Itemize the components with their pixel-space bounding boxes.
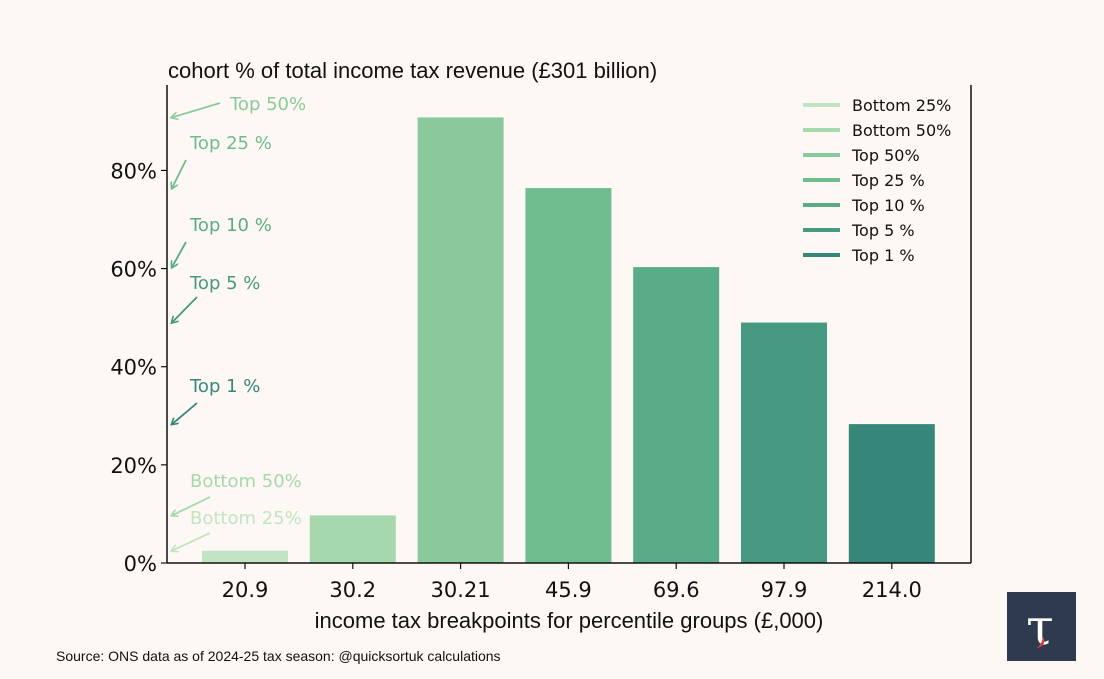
legend-label: Bottom 50% [852,121,951,140]
y-tick-label: 80% [110,159,157,183]
bar-30.2 [309,515,396,563]
bar-97.9 [741,322,827,563]
bar-45.9 [525,188,612,563]
legend-label: Bottom 25% [852,96,951,115]
y-tick-label: 0% [124,552,157,576]
bar-214.0 [848,424,935,563]
x-tick-label: 45.9 [545,578,592,602]
legend-label: Top 25 % [851,171,925,190]
legend-label: Top 50% [851,146,920,165]
bar-69.6 [633,267,720,563]
bar-20.9 [202,550,288,563]
annotation-arrow [172,241,187,267]
y-tick-label: 20% [110,454,157,478]
svg-text:τ: τ [1026,598,1054,656]
x-tick-label: 69.6 [653,578,700,602]
annotation-arrow [172,159,187,188]
annotation-arrow [172,496,211,515]
y-tick-label: 40% [110,356,157,380]
x-axis-label: income tax breakpoints for percentile gr… [315,608,824,633]
annotation-label: Top 25 % [189,133,272,154]
annotation-arrow [172,402,198,424]
annotation-label: Top 1 % [189,376,260,397]
annotation-arrow [172,102,221,117]
annotation-arrow [172,296,198,323]
income-tax-chart: cohort % of total income tax revenue (£3… [110,58,972,633]
x-tick-label: 97.9 [761,578,808,602]
x-tick-label: 30.2 [329,578,376,602]
annotation-label: Bottom 50% [190,471,302,492]
annotation-label: Top 50% [229,94,306,115]
chart-title: cohort % of total income tax revenue (£3… [168,58,657,83]
legend-label: Top 1 % [851,246,915,265]
bar-30.21 [417,117,504,563]
source-note: Source: ONS data as of 2024-25 tax seaso… [56,648,501,664]
x-tick-label: 30.21 [431,578,491,602]
x-tick-label: 20.9 [222,578,269,602]
x-tick-label: 214.0 [862,578,922,602]
legend-label: Top 10 % [851,196,925,215]
annotation-label: Bottom 25% [190,508,302,529]
brand-logo: τ [1007,592,1076,661]
annotation-label: Top 5 % [189,273,260,294]
tau-logo-icon: τ [1026,598,1054,656]
legend-label: Top 5 % [851,221,915,240]
y-tick-label: 60% [110,258,157,282]
annotation-arrow [172,532,211,551]
annotation-label: Top 10 % [189,215,272,236]
